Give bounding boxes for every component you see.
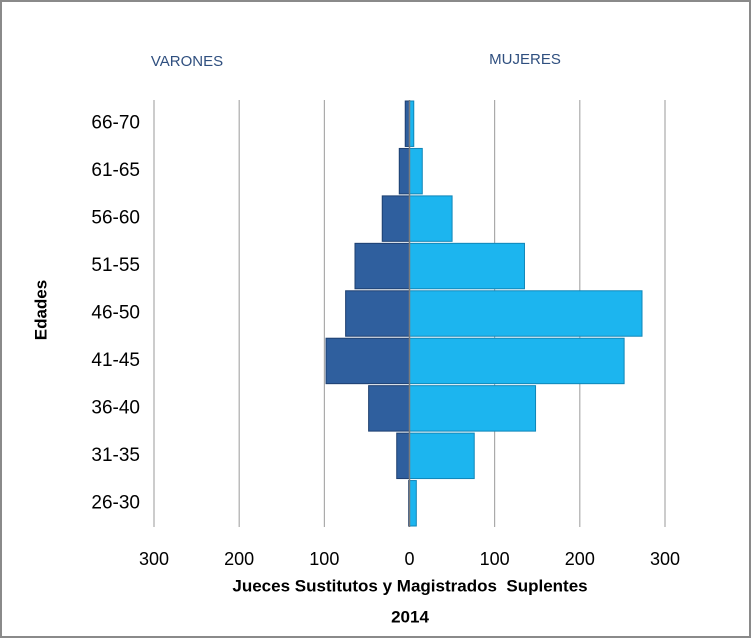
y-tick-label: 61-65 (91, 160, 140, 181)
bar (325, 337, 410, 385)
bar (409, 480, 417, 527)
left-label: VARONES (151, 53, 223, 70)
bar (409, 432, 475, 480)
bar (409, 242, 525, 290)
bar (381, 195, 411, 242)
bar (368, 385, 410, 432)
bar (354, 242, 411, 290)
bar (398, 147, 410, 195)
y-tick-label: 51-55 (91, 255, 140, 276)
y-tick-label: 36-40 (91, 397, 140, 418)
right-label: MUJERES (489, 51, 561, 68)
y-tick-label: 31-35 (91, 445, 140, 466)
x-axis-year: 2014 (391, 607, 429, 626)
bar (409, 385, 537, 432)
bar (409, 147, 423, 195)
y-tick-label: 66-70 (91, 113, 140, 134)
y-tick-label: 56-60 (91, 208, 140, 229)
x-axis-title: Jueces Sustitutos y Magistrados Suplente… (232, 576, 587, 595)
bar (409, 290, 643, 337)
bar (345, 290, 410, 337)
bar (409, 195, 453, 242)
x-tick-label: 200 (224, 549, 254, 569)
x-tick-label: 200 (565, 549, 595, 569)
bar (409, 337, 625, 385)
y-axis-title: Edades (31, 280, 50, 340)
x-tick-label: 300 (650, 549, 680, 569)
y-tick-label: 26-30 (91, 492, 140, 513)
x-tick-label: 300 (139, 549, 169, 569)
x-tick-label: 100 (480, 549, 510, 569)
x-tick-label: 0 (404, 549, 414, 569)
y-tick-label: 46-50 (91, 303, 140, 324)
x-tick-label: 100 (309, 549, 339, 569)
bar (396, 432, 411, 480)
y-tick-label: 41-45 (91, 350, 140, 371)
